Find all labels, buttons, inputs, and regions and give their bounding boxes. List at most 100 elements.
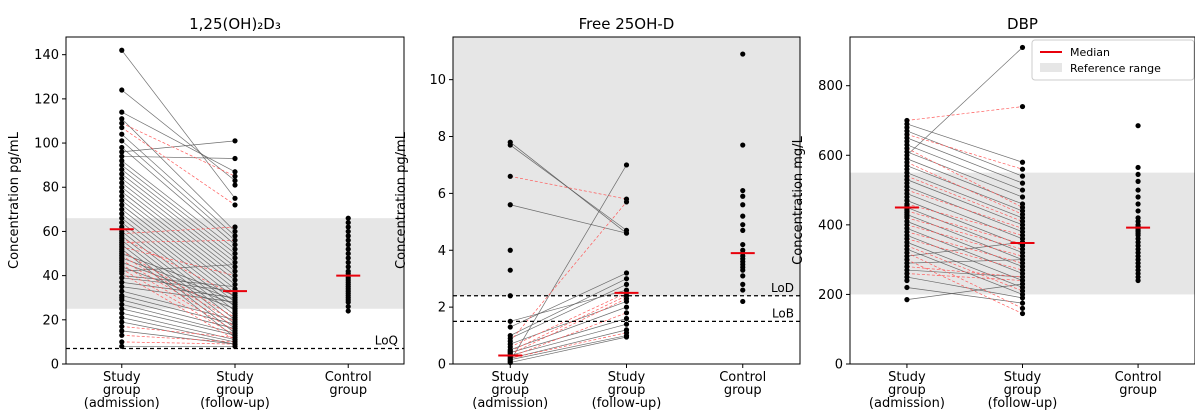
pair-line-red [121,237,236,296]
data-point [1019,159,1026,165]
data-point [119,138,125,144]
data-point [740,142,746,148]
data-point [232,202,238,208]
pair-line-black [121,140,236,241]
data-point [232,255,238,261]
data-point [1135,194,1141,200]
pair-line-black [906,123,1023,163]
x-tick-label-line: Study [608,370,646,385]
pair-line-black [906,158,1023,205]
pair-line-black [121,304,236,334]
data-point [119,153,125,159]
data-point [119,219,125,226]
data-point [345,228,351,235]
pair-line-black [510,284,627,339]
pair-line-black [121,226,236,316]
x-tick-label: Study group (follow-up) [200,370,270,411]
pair-line-red [510,312,627,358]
y-tick-label: 100 [34,137,59,152]
data-point [740,213,746,219]
x-tick-label-line: group [1004,383,1042,398]
data-point [119,323,125,330]
data-point [119,279,125,285]
data-point [232,264,238,270]
data-point [119,328,125,334]
pair-line-black [121,330,236,345]
data-point [507,318,513,324]
pair-line-black [906,165,1023,212]
data-point [119,211,125,217]
pair-line-black [121,312,236,341]
pair-line-red [121,255,236,323]
data-point [1135,187,1141,193]
data-point [119,297,125,303]
pair-line-black [510,144,627,231]
pair-line-red [510,292,627,348]
pair-line-black [906,207,1023,254]
data-point [507,247,513,253]
x-tick-label-line: Control [325,370,372,385]
pair-line-black [121,217,236,307]
data-point [623,162,630,168]
pair-line-black [121,186,236,276]
data-point [232,224,238,230]
pair-line-black [906,137,1023,184]
data-point [507,293,513,299]
data-point [232,138,238,144]
pair-line-red [121,122,236,177]
data-point [345,215,351,221]
data-point [740,273,746,279]
y-tick-label: 0 [51,358,59,373]
data-point [507,324,513,330]
x-tick-label-line: (admission) [869,396,945,411]
data-point [119,149,125,155]
x-tick-label-line: group [608,383,646,398]
data-point [119,175,125,182]
pair-line-black [121,173,236,263]
pair-line-black [121,262,236,305]
y-axis-label: Concentration pg/mL [7,131,22,269]
pair-line-red [906,148,1023,208]
pair-line-black [121,308,236,336]
pair-line-black [121,275,236,288]
data-point [119,162,125,168]
data-point [1019,173,1026,179]
data-point [623,276,630,282]
chart-title: DBP [1007,15,1038,33]
legend-reference-label: Reference range [1070,62,1161,75]
pair-line-black [121,200,236,290]
data-point [119,180,125,186]
y-axis-label: Concentration pg/mL [394,131,409,269]
data-point [119,120,125,126]
x-tick-label-line: (admission) [472,396,548,411]
data-point [507,173,513,179]
x-tick-label-line: Study [888,370,926,385]
x-tick-label: Control group [719,370,766,398]
x-tick-label-line: Control [719,370,766,385]
data-point [119,275,125,281]
data-point [904,277,910,284]
pair-line-red [121,268,236,336]
x-tick-label: Control group [1115,370,1162,398]
x-tick-label-line: Study [103,370,141,385]
pair-line-black [121,286,236,303]
pair-line-red [906,245,1023,292]
data-point [1019,310,1026,317]
data-point [119,306,125,312]
data-point [119,315,125,321]
data-point [507,202,513,208]
pair-line-black [121,235,236,325]
data-point [119,288,125,294]
chart-title: Free 25OH-D [579,15,675,33]
data-point [1135,201,1141,207]
legend-median-label: Median [1070,46,1110,59]
data-point [740,222,746,228]
pair-line-black [121,140,236,153]
data-point [740,281,746,287]
data-point [232,250,238,257]
data-point [345,264,351,270]
pair-line-black [121,295,236,325]
x-tick-label: Study group (follow-up) [592,370,662,411]
y-tick-label: 10 [429,73,446,88]
